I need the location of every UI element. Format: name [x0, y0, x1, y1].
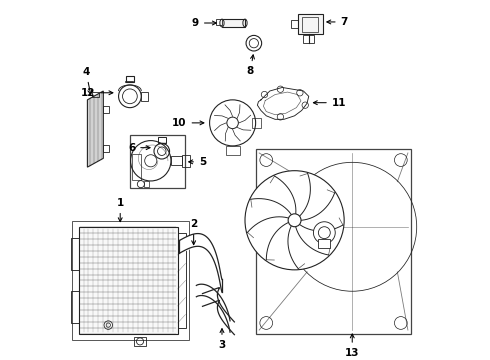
- Text: 7: 7: [327, 17, 348, 27]
- Bar: [134, 337, 147, 346]
- Text: 12: 12: [81, 88, 113, 98]
- Polygon shape: [87, 91, 103, 167]
- Text: 10: 10: [172, 118, 204, 128]
- Text: 5: 5: [189, 157, 206, 167]
- Bar: [130, 135, 185, 188]
- Bar: [103, 145, 109, 152]
- Bar: [141, 92, 148, 100]
- Bar: [298, 14, 323, 33]
- Bar: [157, 137, 166, 143]
- Text: 4: 4: [82, 67, 92, 94]
- Bar: [226, 146, 240, 155]
- Text: 8: 8: [246, 55, 254, 76]
- Text: 13: 13: [345, 334, 360, 358]
- Bar: [252, 118, 261, 128]
- Circle shape: [314, 222, 335, 244]
- Circle shape: [245, 171, 344, 270]
- Text: 2: 2: [190, 219, 197, 245]
- Bar: [72, 221, 190, 340]
- Bar: [182, 155, 191, 167]
- Text: 11: 11: [314, 98, 346, 108]
- Text: 1: 1: [117, 198, 124, 222]
- Bar: [178, 233, 186, 328]
- Text: 6: 6: [128, 143, 150, 153]
- Bar: [303, 35, 314, 43]
- Bar: [92, 92, 98, 97]
- Bar: [78, 228, 178, 334]
- Bar: [71, 291, 78, 323]
- Bar: [144, 181, 149, 187]
- Bar: [125, 76, 134, 82]
- Bar: [291, 20, 298, 28]
- Bar: [132, 154, 141, 180]
- Bar: [222, 19, 245, 27]
- Bar: [103, 106, 109, 113]
- Bar: [256, 149, 412, 334]
- Bar: [216, 19, 222, 25]
- Text: 9: 9: [192, 18, 216, 28]
- Text: 3: 3: [219, 329, 225, 350]
- Bar: [318, 239, 330, 248]
- Ellipse shape: [220, 19, 224, 27]
- Bar: [171, 156, 182, 165]
- Bar: [71, 238, 78, 270]
- Bar: [302, 17, 318, 32]
